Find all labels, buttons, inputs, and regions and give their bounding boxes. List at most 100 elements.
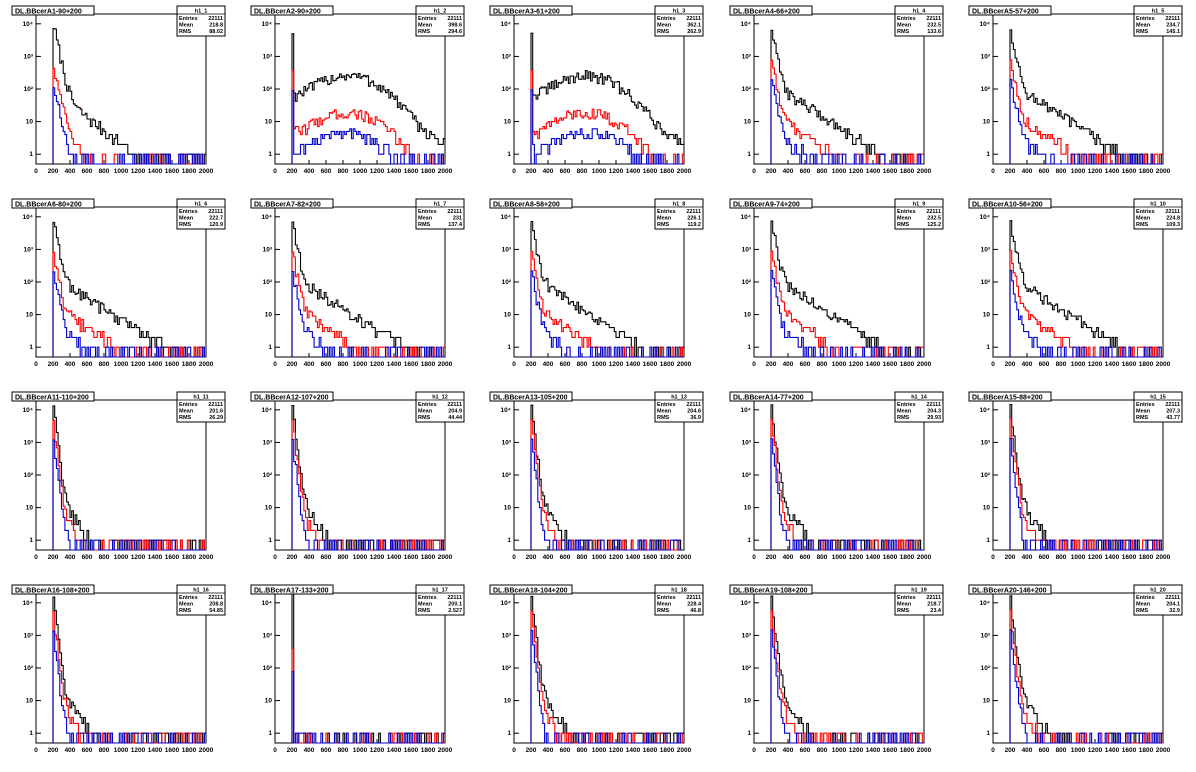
x-tick-label: 200 [766,554,777,561]
y-tick-label: 10 [983,119,991,126]
stats-value: 398.6 [448,23,462,29]
x-tick-label: 1400 [866,361,881,368]
stats-label: Entries [897,16,916,22]
histogram-title: DL.BBcerA6-80+200 [11,198,95,209]
histogram-title: DL.BBcerA17-133+200 [250,584,334,595]
stats-value: 204.3 [927,409,941,415]
x-tick-label: 400 [1022,554,1033,561]
histogram-series-black [52,27,206,165]
y-tick-label: 10⁴ [501,407,511,414]
x-tick-label: 800 [1056,554,1067,561]
x-tick-label: 0 [273,168,277,175]
x-tick-label: 800 [1056,361,1067,368]
y-tick-label: 1 [29,730,33,737]
stats-label: Mean [1136,602,1151,608]
stats-label: RMS [657,29,670,35]
x-tick-label: 800 [577,747,588,754]
stats-name: h1_5 [1152,9,1165,15]
stats-value: 44.44 [448,415,463,421]
y-tick-label: 10 [265,312,273,319]
x-tick-label: 2000 [1156,168,1171,175]
x-tick-label: 1600 [883,554,898,561]
histogram-series-black [291,33,445,164]
y-tick-label: 1 [29,537,33,544]
y-tick-label: 10³ [263,439,273,446]
stats-value: 22111 [686,16,701,22]
x-tick-label: 1000 [592,554,607,561]
x-tick-label: 1600 [1122,361,1137,368]
x-tick-label: 1200 [131,554,146,561]
stats-value: 22111 [1165,595,1180,601]
x-tick-label: 200 [287,361,298,368]
y-tick-label: 10 [265,119,273,126]
svg-text:DL.BBcerA19-108+200: DL.BBcerA19-108+200 [733,587,808,594]
svg-text:DL.BBcerA6-80+200: DL.BBcerA6-80+200 [15,201,82,208]
x-tick-label: 1400 [387,554,402,561]
stats-value: 133.6 [927,29,941,35]
x-tick-label: 1800 [660,168,675,175]
y-tick-label: 10³ [24,246,34,253]
histogram-title: DL.BBcerA18-104+200 [489,584,573,595]
stats-value: 125.2 [927,222,941,228]
x-tick-label: 1800 [1139,747,1154,754]
y-tick-label: 10⁴ [23,21,33,28]
x-tick-label: 200 [48,168,59,175]
histogram-series-red [530,250,684,358]
x-tick-label: 2000 [438,554,453,561]
stats-label: Entries [179,209,198,215]
x-tick-label: 0 [512,747,516,754]
histogram-series-black [530,32,684,164]
x-tick-label: 800 [817,747,828,754]
histogram-pad-11: 1 10 10² 10³ 10⁴ 0 200 400 600 800 1000 1200 1400 160… [11,391,226,561]
x-tick-label: 800 [338,168,349,175]
stats-name: h1_10 [1150,202,1166,208]
stats-value: 22111 [447,595,462,601]
x-tick-label: 800 [1056,168,1067,175]
y-tick-label: 10² [742,472,752,479]
x-tick-label: 800 [99,361,110,368]
stats-name: h1_17 [432,588,448,594]
stats-value: 362.1 [687,23,701,29]
histogram-series-black [291,593,445,744]
stats-value: 22111 [926,595,941,601]
y-tick-label: 10 [744,505,752,512]
x-tick-label: 1000 [1071,361,1086,368]
stats-label: RMS [1136,222,1149,228]
x-tick-label: 1600 [1122,554,1137,561]
svg-text:DL.BBcerA3-61+200: DL.BBcerA3-61+200 [493,8,560,15]
x-tick-label: 1800 [1139,554,1154,561]
x-tick-label: 1000 [832,361,847,368]
x-tick-label: 400 [543,747,554,754]
x-tick-label: 0 [273,747,277,754]
x-tick-label: 2000 [199,554,214,561]
x-tick-label: 1400 [626,168,641,175]
x-tick-label: 1400 [866,554,881,561]
x-tick-label: 1200 [131,747,146,754]
stats-label: Entries [418,402,437,408]
y-tick-label: 1 [986,730,990,737]
histogram-title: DL.BBcerA4-66+200 [729,5,813,16]
x-tick-label: 0 [512,361,516,368]
x-tick-label: 1600 [165,554,180,561]
histogram-title: DL.BBcerA15-88+200 [968,391,1052,402]
x-tick-label: 200 [526,361,537,368]
histogram-series-red [291,419,445,551]
x-tick-label: 600 [82,554,93,561]
y-tick-label: 10² [502,665,512,672]
y-tick-label: 10³ [502,53,512,60]
x-tick-label: 1000 [592,168,607,175]
y-tick-label: 10³ [742,439,752,446]
x-tick-label: 200 [766,747,777,754]
histogram-title: DL.BBcerA16-108+200 [11,584,95,595]
histogram-title: DL.BBcerA13-105+200 [489,391,573,402]
x-tick-label: 200 [766,168,777,175]
x-tick-label: 400 [543,554,554,561]
stats-value: 137.4 [448,222,463,228]
stats-value: 22111 [447,16,462,22]
x-tick-label: 1600 [883,747,898,754]
stats-value: 262.9 [687,29,701,35]
y-tick-label: 10 [983,505,991,512]
stats-value: 22111 [686,402,701,408]
